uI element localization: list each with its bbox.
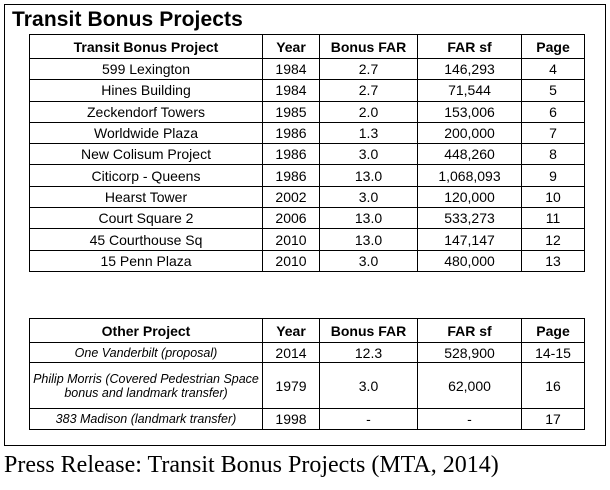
- far-sf-cell: 1,068,093: [417, 164, 522, 187]
- page-cell: 11: [521, 207, 585, 230]
- page-cell: 9: [521, 164, 585, 187]
- column-header-page: Page: [521, 34, 585, 59]
- year-cell: 1984: [262, 79, 320, 102]
- bonus-far-cell: 12.3: [319, 342, 418, 363]
- bonus-far-cell: 3.0: [319, 185, 418, 209]
- far-sf-cell: 200,000: [417, 121, 522, 145]
- project-name: 383 Madison (landmark transfer): [29, 408, 263, 430]
- project-name: 45 Courthouse Sq: [29, 228, 263, 251]
- bonus-far-cell: 3.0: [319, 143, 418, 166]
- project-name: 15 Penn Plaza: [29, 249, 263, 272]
- far-sf-cell: 528,900: [417, 342, 522, 363]
- project-name: Citicorp - Queens: [29, 164, 263, 187]
- page-cell: 6: [521, 100, 585, 123]
- far-sf-cell: 153,006: [417, 100, 522, 123]
- bonus-far-cell: 2.7: [319, 57, 418, 81]
- year-cell: 2006: [262, 207, 320, 230]
- year-cell: 2010: [262, 249, 320, 272]
- far-sf-cell: 146,293: [417, 57, 522, 81]
- column-header-year: Year: [262, 34, 320, 59]
- far-sf-cell: 120,000: [417, 185, 522, 209]
- column-header-bonus-far: Bonus FAR: [319, 318, 418, 343]
- project-name: Hearst Tower: [29, 185, 263, 209]
- far-sf-cell: 533,273: [417, 207, 522, 230]
- table-row: Court Square 2 2006 13.0 533,273 11: [29, 207, 585, 230]
- page-cell: 14-15: [521, 342, 585, 363]
- year-cell: 2010: [262, 228, 320, 251]
- column-header-year: Year: [262, 318, 320, 343]
- far-sf-cell: 71,544: [417, 79, 522, 102]
- project-name: Philip Morris (Covered Pedestrian Space …: [29, 362, 263, 409]
- table-row: 599 Lexington 1984 2.7 146,293 4: [29, 57, 585, 81]
- bonus-far-cell: 2.7: [319, 79, 418, 102]
- far-sf-cell: -: [417, 408, 522, 430]
- year-cell: 2014: [262, 342, 320, 363]
- year-cell: 1986: [262, 121, 320, 145]
- bonus-far-cell: 3.0: [319, 249, 418, 272]
- other-projects-table: Other Project Year Bonus FAR FAR sf Page…: [29, 318, 585, 430]
- column-header-other-project: Other Project: [29, 318, 263, 343]
- year-cell: 1998: [262, 408, 320, 430]
- table-row: Philip Morris (Covered Pedestrian Space …: [29, 362, 585, 409]
- table-row: 15 Penn Plaza 2010 3.0 480,000 13: [29, 249, 585, 272]
- year-cell: 1986: [262, 143, 320, 166]
- table-row: Hines Building 1984 2.7 71,544 5: [29, 79, 585, 102]
- bonus-far-cell: 13.0: [319, 207, 418, 230]
- column-header-far-sf: FAR sf: [417, 34, 522, 59]
- column-header-bonus-far: Bonus FAR: [319, 34, 418, 59]
- table-row: Zeckendorf Towers 1985 2.0 153,006 6: [29, 100, 585, 123]
- bonus-far-cell: -: [319, 408, 418, 430]
- far-sf-cell: 480,000: [417, 249, 522, 272]
- bonus-far-cell: 3.0: [319, 362, 418, 409]
- table-row: Citicorp - Queens 1986 13.0 1,068,093 9: [29, 164, 585, 187]
- page-cell: 12: [521, 228, 585, 251]
- bonus-far-cell: 13.0: [319, 164, 418, 187]
- year-cell: 1986: [262, 164, 320, 187]
- column-header-project: Transit Bonus Project: [29, 34, 263, 59]
- transit-bonus-table: Transit Bonus Project Year Bonus FAR FAR…: [29, 34, 585, 272]
- page-cell: 13: [521, 249, 585, 272]
- column-header-far-sf: FAR sf: [417, 318, 522, 343]
- table-row: 45 Courthouse Sq 2010 13.0 147,147 12: [29, 228, 585, 251]
- far-sf-cell: 147,147: [417, 228, 522, 251]
- far-sf-cell: 62,000: [417, 362, 522, 409]
- year-cell: 1985: [262, 100, 320, 123]
- year-cell: 2002: [262, 185, 320, 209]
- project-name: Worldwide Plaza: [29, 121, 263, 145]
- figure-frame: [4, 4, 606, 446]
- project-name: 599 Lexington: [29, 57, 263, 81]
- project-name: New Colisum Project: [29, 143, 263, 166]
- table-row: Hearst Tower 2002 3.0 120,000 10: [29, 185, 585, 209]
- far-sf-cell: 448,260: [417, 143, 522, 166]
- table-row: 383 Madison (landmark transfer) 1998 - -…: [29, 408, 585, 430]
- page-cell: 5: [521, 79, 585, 102]
- bonus-far-cell: 13.0: [319, 228, 418, 251]
- table-row: New Colisum Project 1986 3.0 448,260 8: [29, 143, 585, 166]
- page-cell: 8: [521, 143, 585, 166]
- page-title: Transit Bonus Projects: [12, 8, 243, 31]
- column-header-page: Page: [521, 318, 585, 343]
- page-cell: 17: [521, 408, 585, 430]
- project-name: Court Square 2: [29, 207, 263, 230]
- bonus-far-cell: 2.0: [319, 100, 418, 123]
- table-row: One Vanderbilt (proposal) 2014 12.3 528,…: [29, 342, 585, 363]
- bonus-far-cell: 1.3: [319, 121, 418, 145]
- page-cell: 4: [521, 57, 585, 81]
- page-cell: 7: [521, 121, 585, 145]
- table-row: Worldwide Plaza 1986 1.3 200,000 7: [29, 121, 585, 145]
- year-cell: 1984: [262, 57, 320, 81]
- project-name: Hines Building: [29, 79, 263, 102]
- page-cell: 16: [521, 362, 585, 409]
- project-name: One Vanderbilt (proposal): [29, 342, 263, 363]
- figure-caption: Press Release: Transit Bonus Projects (M…: [4, 452, 499, 478]
- project-name: Zeckendorf Towers: [29, 100, 263, 123]
- page-cell: 10: [521, 185, 585, 209]
- year-cell: 1979: [262, 362, 320, 409]
